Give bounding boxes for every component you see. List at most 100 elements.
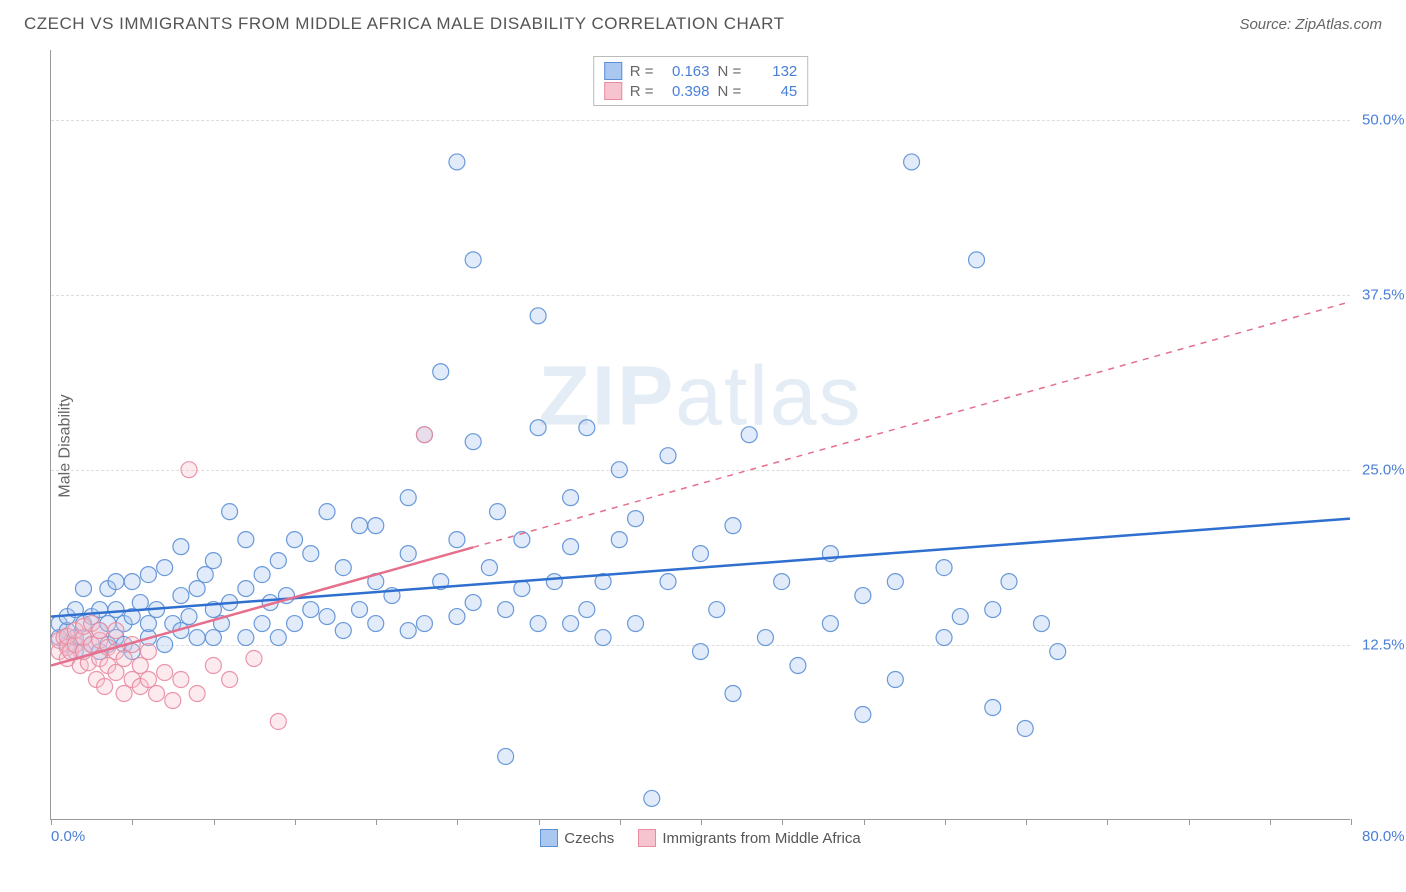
data-point [181, 609, 197, 625]
data-point [530, 616, 546, 632]
x-max-label: 80.0% [1354, 828, 1405, 845]
data-point [149, 686, 165, 702]
r-label: R = [630, 63, 654, 80]
data-point [855, 588, 871, 604]
data-point [969, 252, 985, 268]
legend-label-0: Czechs [564, 830, 614, 847]
data-point [985, 699, 1001, 715]
x-tick [1189, 819, 1190, 825]
data-point [108, 574, 124, 590]
data-point [173, 588, 189, 604]
data-point [628, 511, 644, 527]
data-point [400, 490, 416, 506]
data-point [197, 567, 213, 583]
legend-swatch-0 [604, 62, 622, 80]
r-label: R = [630, 83, 654, 100]
x-tick [132, 819, 133, 825]
data-point [238, 532, 254, 548]
data-point [189, 686, 205, 702]
n-label: N = [718, 83, 742, 100]
data-point [116, 651, 132, 667]
data-point [952, 609, 968, 625]
data-point [936, 560, 952, 576]
n-value-1: 45 [749, 83, 797, 100]
data-point [157, 560, 173, 576]
data-point [416, 427, 432, 443]
data-point [514, 581, 530, 597]
data-point [498, 602, 514, 618]
data-point [725, 686, 741, 702]
bottom-legend-item-0: Czechs [540, 829, 614, 847]
data-point [116, 686, 132, 702]
data-point [822, 616, 838, 632]
data-point [270, 553, 286, 569]
data-point [92, 602, 108, 618]
data-point [368, 616, 384, 632]
x-tick [539, 819, 540, 825]
data-point [904, 154, 920, 170]
data-point [92, 623, 108, 639]
data-point [790, 658, 806, 674]
data-point [433, 364, 449, 380]
data-point [1050, 644, 1066, 660]
x-tick [782, 819, 783, 825]
r-value-1: 0.398 [662, 83, 710, 100]
data-point [692, 644, 708, 660]
data-point [563, 539, 579, 555]
data-point [108, 623, 124, 639]
data-point [189, 630, 205, 646]
data-point [611, 532, 627, 548]
data-point [205, 658, 221, 674]
data-point [1001, 574, 1017, 590]
chart-title: CZECH VS IMMIGRANTS FROM MIDDLE AFRICA M… [24, 14, 785, 34]
data-point [181, 462, 197, 478]
data-point [140, 644, 156, 660]
data-point [238, 630, 254, 646]
data-point [222, 504, 238, 520]
n-label: N = [718, 63, 742, 80]
data-point [449, 609, 465, 625]
data-point [205, 553, 221, 569]
x-tick [1107, 819, 1108, 825]
data-point [1033, 616, 1049, 632]
data-point [238, 581, 254, 597]
data-point [108, 665, 124, 681]
data-point [579, 602, 595, 618]
data-point [303, 546, 319, 562]
bottom-legend: Czechs Immigrants from Middle Africa [51, 829, 1350, 847]
data-point [400, 623, 416, 639]
stats-row-1: R = 0.398 N = 45 [604, 81, 798, 101]
data-point [1017, 720, 1033, 736]
n-value-0: 132 [749, 63, 797, 80]
data-point [173, 672, 189, 688]
data-point [449, 154, 465, 170]
data-point [124, 574, 140, 590]
data-point [416, 616, 432, 632]
x-tick [1351, 819, 1352, 825]
data-point [660, 448, 676, 464]
data-point [936, 630, 952, 646]
chart-header: CZECH VS IMMIGRANTS FROM MIDDLE AFRICA M… [24, 14, 1382, 34]
chart-area: ZIPatlas 0.0% 80.0% R = 0.163 N = 132 R … [50, 50, 1350, 820]
data-point [270, 713, 286, 729]
data-point [140, 672, 156, 688]
data-point [595, 630, 611, 646]
data-point [887, 574, 903, 590]
data-point [887, 672, 903, 688]
r-value-0: 0.163 [662, 63, 710, 80]
data-point [400, 546, 416, 562]
data-point [222, 672, 238, 688]
data-point [246, 651, 262, 667]
data-point [108, 602, 124, 618]
scatter-plot [51, 50, 1350, 819]
legend-label-1: Immigrants from Middle Africa [662, 830, 860, 847]
data-point [165, 693, 181, 709]
data-point [97, 679, 113, 695]
data-point [855, 706, 871, 722]
data-point [157, 637, 173, 653]
data-point [287, 532, 303, 548]
data-point [254, 567, 270, 583]
x-tick [295, 819, 296, 825]
data-point [352, 602, 368, 618]
y-tick-label: 50.0% [1354, 112, 1405, 129]
